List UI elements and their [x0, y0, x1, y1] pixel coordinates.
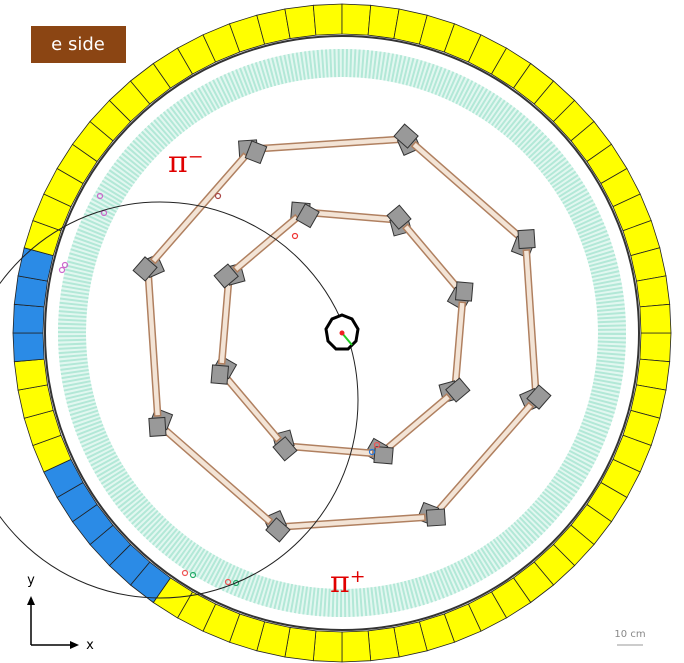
ladder-body	[161, 425, 274, 526]
side-label: e side	[51, 34, 105, 55]
module	[132, 256, 158, 282]
module	[386, 204, 412, 230]
module	[148, 416, 167, 437]
vertex	[339, 330, 345, 336]
calorimeter-block	[639, 303, 672, 334]
ladder-body	[310, 208, 394, 224]
ladder-body	[383, 393, 452, 453]
vertex-track	[341, 332, 353, 346]
ladder	[262, 508, 446, 534]
label-box	[31, 26, 126, 63]
module	[210, 364, 230, 385]
calorimeter-block	[13, 358, 48, 391]
ladder-body	[258, 135, 401, 153]
ladder-body	[217, 281, 233, 365]
hit	[189, 571, 197, 579]
hit	[214, 192, 222, 200]
drift-chamber-fill	[58, 49, 626, 617]
ladder	[213, 203, 320, 289]
ladder-body	[222, 374, 282, 443]
ladder	[132, 140, 268, 282]
ladder-body	[410, 140, 523, 241]
calorimeter-block	[284, 4, 317, 39]
ladder-body	[434, 401, 535, 514]
hit	[58, 266, 66, 274]
y-axis-label: y	[27, 573, 35, 588]
pi-plus-label: π⁺	[330, 565, 366, 600]
hit	[61, 261, 69, 269]
calorimeter-block	[12, 303, 45, 334]
hit	[224, 578, 232, 586]
module	[517, 229, 536, 250]
calorimeter-block	[312, 630, 343, 663]
module	[445, 377, 471, 403]
module	[265, 517, 291, 543]
module	[425, 508, 446, 527]
hit	[181, 569, 189, 577]
module	[526, 384, 552, 410]
hit	[291, 232, 299, 240]
module	[393, 123, 419, 149]
pi-minus-label: π⁻	[168, 145, 204, 180]
module	[213, 263, 239, 289]
calorimeter-block	[636, 275, 671, 308]
ladder-body	[144, 274, 162, 417]
hit	[368, 448, 376, 456]
module	[295, 203, 320, 229]
calorimeter-block	[341, 3, 372, 36]
calorimeter-block	[639, 332, 672, 363]
ladder-body	[283, 513, 426, 531]
module	[373, 445, 394, 465]
track	[0, 201, 359, 599]
ladder-body	[290, 442, 374, 458]
axes-indicator: y x	[27, 573, 94, 653]
module	[244, 140, 268, 165]
y-arrowhead	[27, 596, 35, 605]
solenoid	[44, 35, 640, 631]
calorimeter	[12, 3, 672, 663]
calorimeter-block	[312, 3, 343, 36]
x-arrowhead	[70, 641, 79, 649]
ladder-body	[522, 249, 540, 392]
calorimeter-block	[341, 630, 372, 663]
hit	[96, 192, 104, 200]
scale-label: 10 cm	[614, 629, 645, 640]
ladder	[141, 253, 167, 437]
ladder-body	[232, 213, 301, 273]
calorimeter-block	[12, 332, 45, 363]
module	[454, 281, 474, 302]
silicon-layers	[58, 123, 552, 587]
hit	[232, 579, 240, 587]
ladder-body	[451, 301, 467, 385]
calorimeter-block	[367, 627, 400, 662]
ladder	[517, 229, 543, 413]
x-axis-label: x	[86, 638, 94, 653]
module	[272, 436, 298, 462]
ladder-body	[402, 223, 462, 292]
hit	[373, 441, 381, 449]
